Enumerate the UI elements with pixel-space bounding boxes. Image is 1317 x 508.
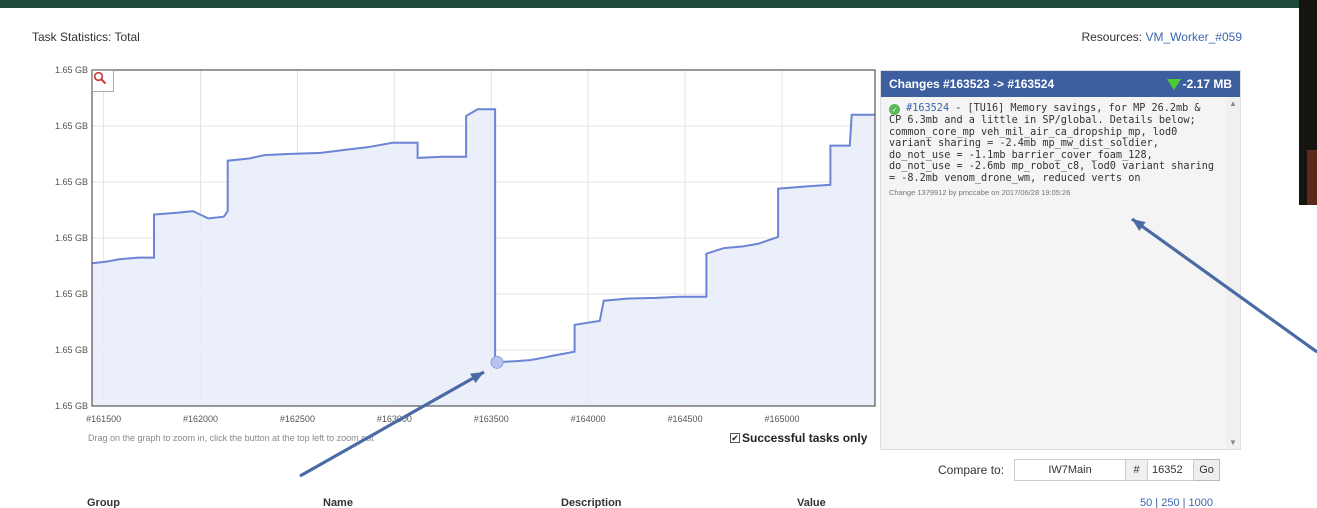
scroll-down-icon[interactable]: ▼ — [1229, 438, 1237, 447]
scroll-up-icon[interactable]: ▲ — [1229, 99, 1237, 108]
successful-tasks-label: Successful tasks only — [742, 431, 868, 445]
compare-form: Compare to: IW7Main # 16352 Go — [938, 459, 1221, 481]
y-tick-label: 1.65 GB — [55, 401, 88, 411]
compare-number-input[interactable]: 16352 — [1148, 459, 1195, 481]
change-meta: Change 1379912 by pmccabe on 2017/06/28 … — [889, 187, 1071, 197]
x-tick-label: #164500 — [668, 414, 703, 424]
down-triangle-icon — [1166, 78, 1181, 90]
y-tick-label: 1.65 GB — [55, 121, 88, 131]
delta-value: -2.17 MB — [1182, 77, 1232, 91]
series-line — [91, 108, 875, 364]
highlighted-data-point — [490, 355, 504, 369]
compare-label: Compare to: — [938, 463, 1005, 477]
column-header-description[interactable]: Description — [561, 497, 622, 508]
zoom-out-button[interactable] — [92, 70, 114, 92]
successful-tasks-toggle[interactable]: ✔ Successful tasks only — [730, 431, 867, 445]
y-tick-label: 1.65 GB — [55, 65, 88, 75]
magnifier-icon — [93, 71, 107, 85]
x-tick-label: #163500 — [474, 414, 509, 424]
x-tick-label: #164000 — [571, 414, 606, 424]
changes-panel: Changes #163523 -> #163524 -2.17 MB ✓ #1… — [880, 70, 1241, 450]
x-tick-label: #165000 — [764, 414, 799, 424]
series-area — [92, 109, 875, 406]
chart-hint: Drag on the graph to zoom in, click the … — [88, 433, 374, 443]
change-link[interactable]: #163524 — [906, 103, 950, 114]
resources-info: Resources: VM_Worker_#059 — [1081, 30, 1242, 44]
resources-link[interactable]: VM_Worker_#059 — [1145, 30, 1243, 44]
changes-delta: -2.17 MB — [1166, 77, 1232, 91]
x-tick-label: #163000 — [377, 414, 412, 424]
right-edge-backdrop-accent — [1307, 150, 1317, 205]
x-tick-label: #162500 — [280, 414, 315, 424]
resources-label: Resources: — [1081, 30, 1143, 44]
hash-label: # — [1126, 459, 1149, 481]
change-description: - [TU16] Memory savings, for MP 26.2mb &… — [889, 103, 1215, 184]
top-strip — [0, 0, 1317, 8]
column-header-group[interactable]: Group — [87, 497, 120, 508]
check-circle-icon: ✓ — [889, 104, 900, 115]
compare-branch-input[interactable]: IW7Main — [1014, 459, 1127, 481]
go-button[interactable]: Go — [1194, 459, 1221, 481]
changes-title: Changes #163523 -> #163524 — [889, 77, 1055, 91]
page-size-selector[interactable]: 50 | 250 | 1000 — [1140, 497, 1213, 508]
column-header-value[interactable]: Value — [797, 497, 826, 508]
x-tick-label: #162000 — [183, 414, 218, 424]
memory-chart[interactable]: 1.65 GB 1.65 GB 1.65 GB 1.65 GB 1.65 GB 1.65 … — [40, 60, 878, 452]
chart-svg[interactable]: 1.65 GB 1.65 GB 1.65 GB 1.65 GB 1.65 GB 1.65 … — [40, 60, 878, 452]
changes-scrollbar[interactable]: ▲ ▼ — [1226, 97, 1240, 449]
page-title: Task Statistics: Total — [32, 30, 140, 44]
change-entry: ✓ #163524 - [TU16] Memory savings, for M… — [881, 97, 1226, 202]
changes-header: Changes #163523 -> #163524 -2.17 MB — [881, 71, 1240, 97]
y-tick-label: 1.65 GB — [55, 177, 88, 187]
y-tick-label: 1.65 GB — [55, 289, 88, 299]
successful-tasks-checkbox[interactable]: ✔ — [730, 433, 740, 443]
x-tick-label: #161500 — [86, 414, 121, 424]
y-tick-label: 1.65 GB — [55, 233, 88, 243]
column-header-name[interactable]: Name — [323, 497, 353, 508]
y-tick-label: 1.65 GB — [55, 345, 88, 355]
